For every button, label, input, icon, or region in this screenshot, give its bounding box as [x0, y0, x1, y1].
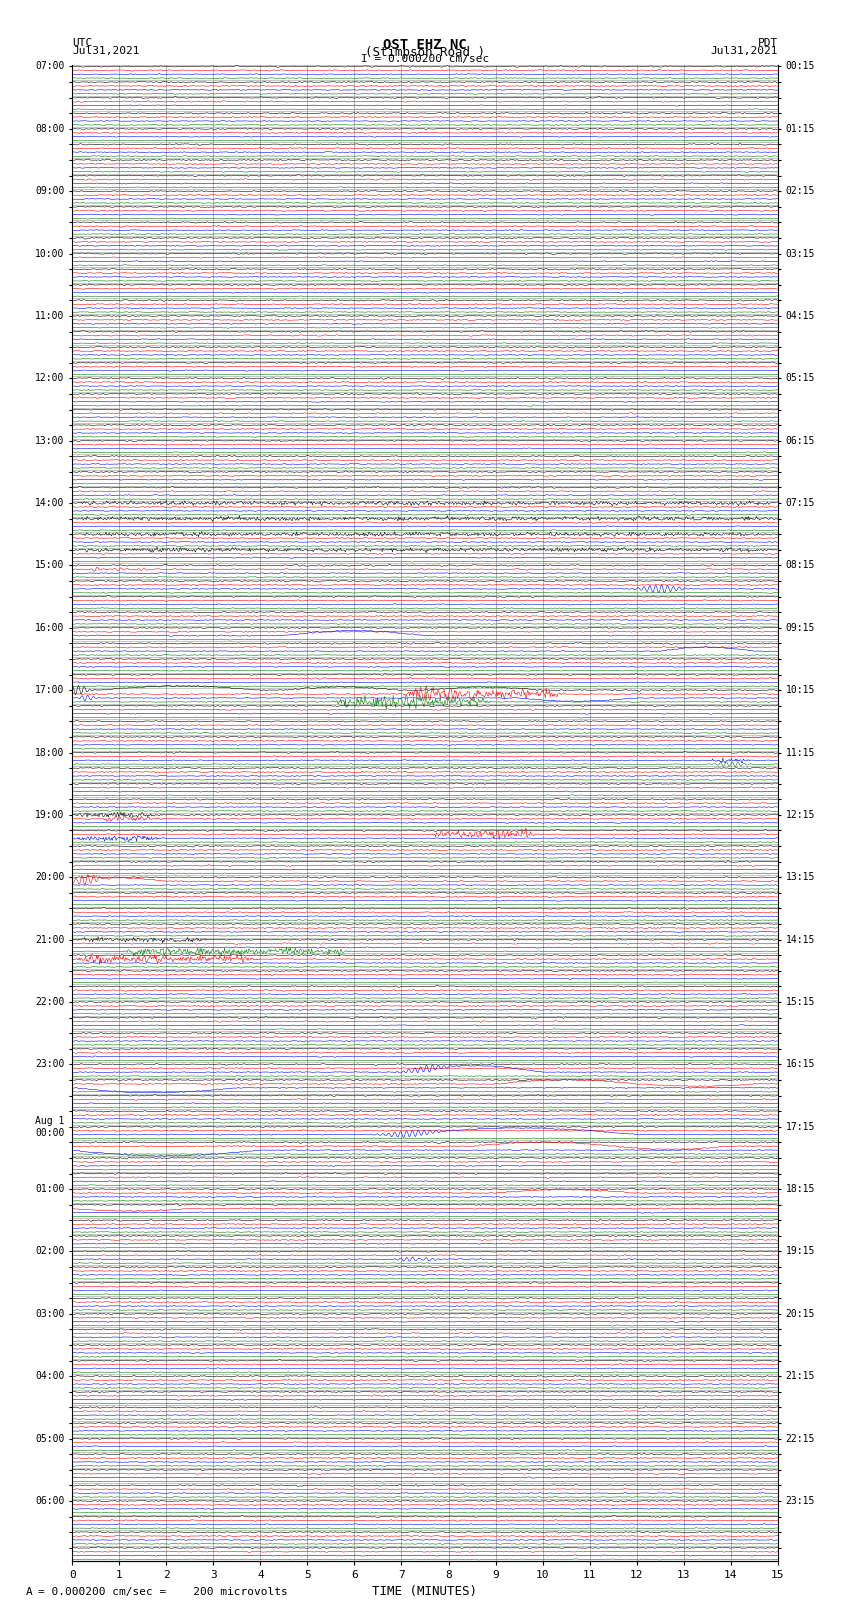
X-axis label: TIME (MINUTES): TIME (MINUTES) [372, 1584, 478, 1597]
Text: A: A [26, 1587, 32, 1597]
Text: = 0.000200 cm/sec =    200 microvolts: = 0.000200 cm/sec = 200 microvolts [38, 1587, 288, 1597]
Text: PDT: PDT [757, 37, 778, 48]
Text: UTC: UTC [72, 37, 93, 48]
Text: Jul31,2021: Jul31,2021 [72, 45, 139, 56]
Text: I = 0.000200 cm/sec: I = 0.000200 cm/sec [361, 53, 489, 65]
Text: Jul31,2021: Jul31,2021 [711, 45, 778, 56]
Text: (Stimpson Road ): (Stimpson Road ) [365, 45, 485, 60]
Text: OST EHZ NC: OST EHZ NC [383, 37, 467, 52]
